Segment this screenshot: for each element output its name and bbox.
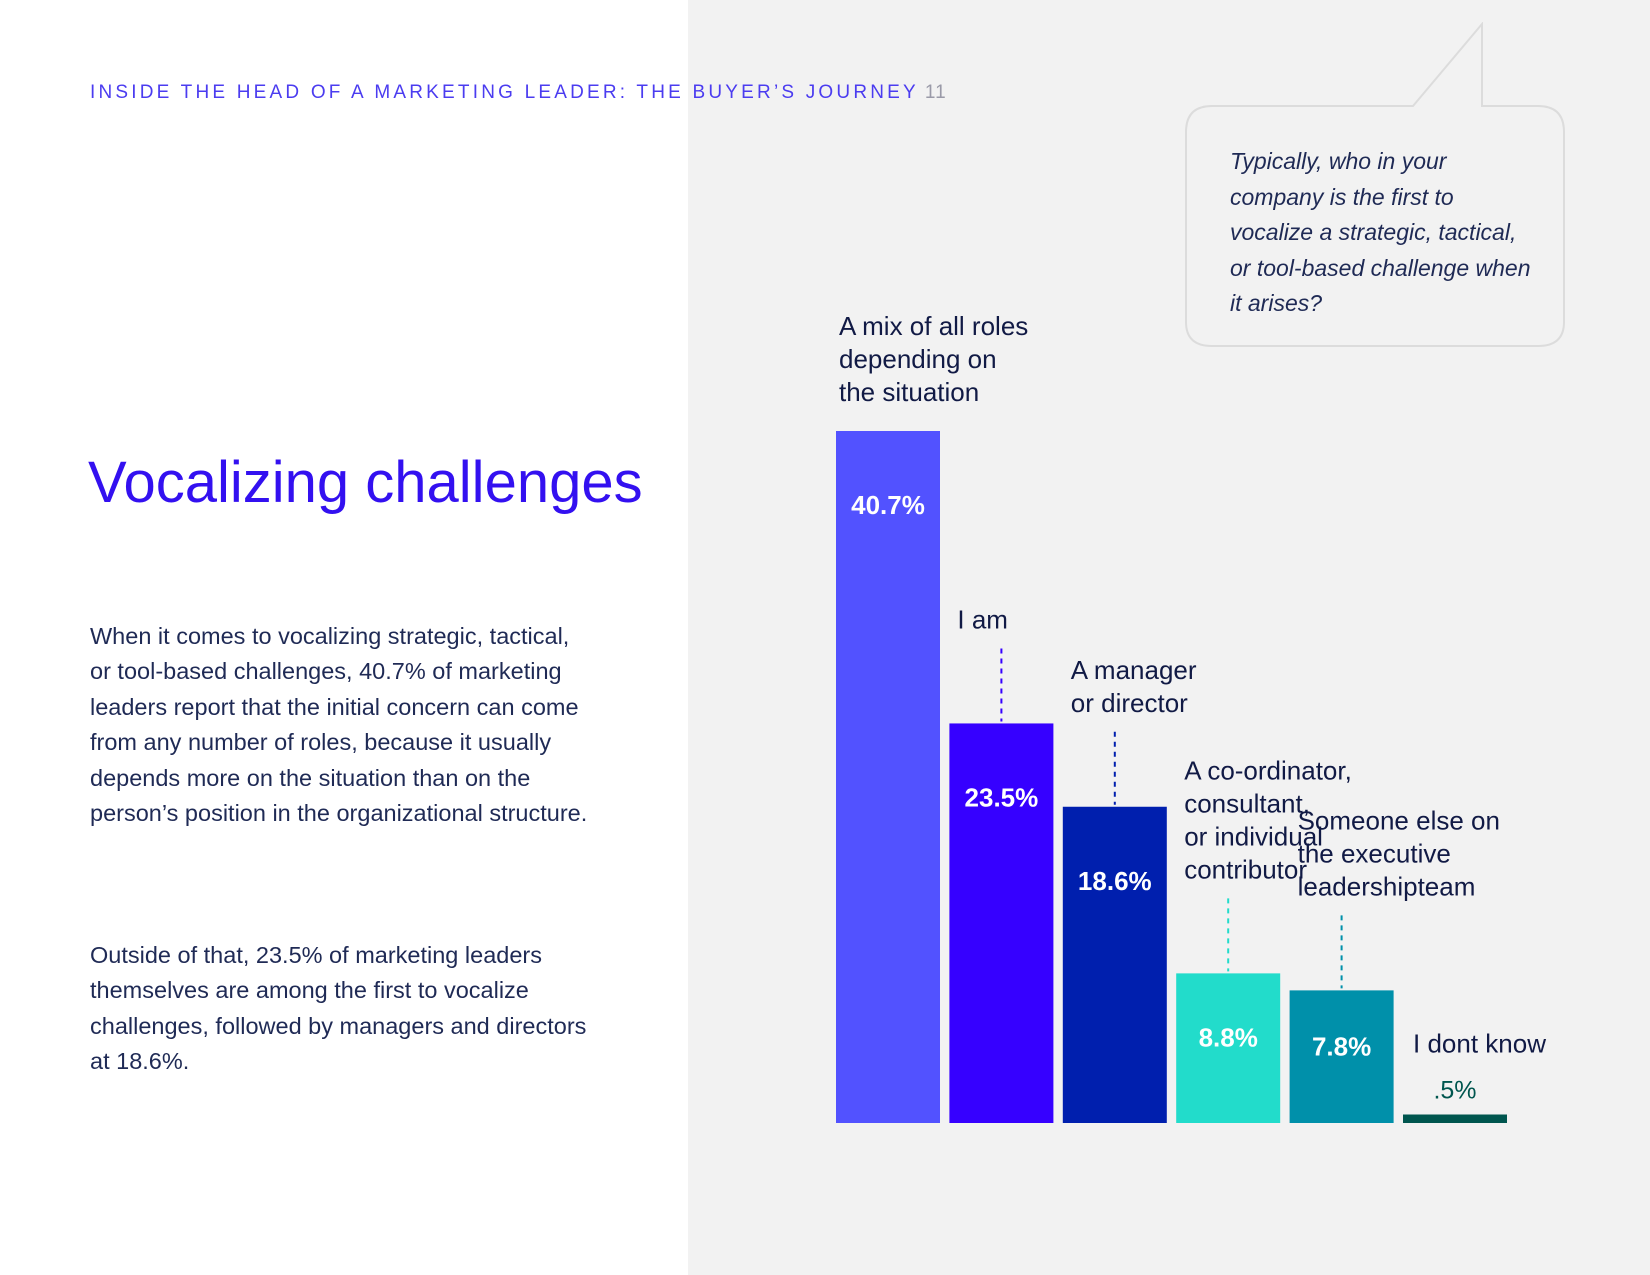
category-label-line: I dont know [1413,1028,1546,1058]
value-label-4: 8.8% [1199,1023,1258,1053]
value-label-2: 23.5% [965,782,1039,812]
category-label-5: Someone else on the executive leadershipte… [1298,805,1500,901]
category-label-line: I am [957,604,1008,634]
category-label-line: the situation [839,377,979,407]
speech-bubble-shape [1185,22,1565,347]
category-label-2: I am [957,604,1008,634]
category-label-line: or individual [1184,821,1323,851]
category-label-line: or director [1071,688,1188,718]
category-label-line: leadershipteam [1298,871,1476,901]
bar-2 [949,723,1054,1123]
bar-6 [1403,1114,1507,1123]
value-label-3: 18.6% [1078,866,1152,896]
category-label-line: consultant, [1184,788,1310,818]
bar-5 [1289,990,1394,1123]
category-label-line: A mix of all roles [839,311,1028,341]
category-label-line: A manager [1071,655,1197,685]
page-title: Vocalizing challenges [88,450,643,515]
survey-question: Typically, who in your company is the fi… [1230,148,1531,316]
category-label-3: A manager or director [1071,655,1197,718]
category-label-line: the executive [1298,838,1451,868]
question-bubble: Typically, who in your company is the fi… [1180,22,1570,350]
category-label-line: Someone else on [1298,805,1500,835]
bar-4 [1176,973,1281,1123]
running-header: INSIDE THE HEAD OF A MARKETING LEADER: T… [90,82,947,104]
category-label-1: A mix of all roles depending on the situat… [839,311,1028,407]
category-label-line: depending on [839,344,997,374]
value-label-6: .5% [1433,1076,1476,1104]
category-label-6: I dont know [1413,1028,1546,1058]
value-label-5: 7.8% [1312,1031,1371,1061]
page-number: 11 [924,82,947,103]
value-label-1: 40.7% [851,490,925,520]
category-label-line: contributor [1184,854,1307,884]
bar-3 [1062,806,1167,1123]
body-paragraph-2: Outside of that, 23.5% of marketing lead… [90,942,587,1075]
category-label-line: A co-ordinator, [1184,755,1352,785]
bar-1 [836,431,940,1123]
running-header-title: INSIDE THE HEAD OF A MARKETING LEADER: T… [90,82,919,103]
category-label-4: A co-ordinator, consultant, or individual c… [1184,755,1352,884]
body-paragraph-1: When it comes to vocalizing strategic, t… [90,623,588,827]
